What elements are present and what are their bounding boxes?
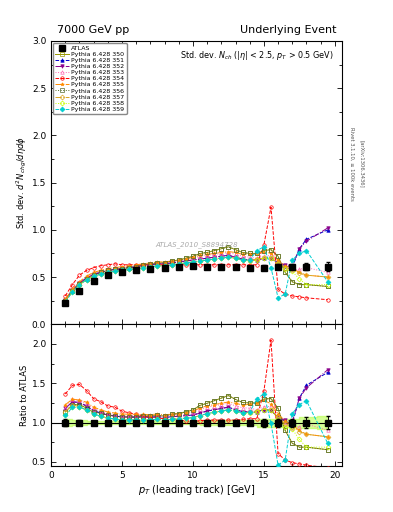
X-axis label: $p_T$ (leading track) [GeV]: $p_T$ (leading track) [GeV] (138, 482, 255, 497)
Legend: ATLAS, Pythia 6.428 350, Pythia 6.428 351, Pythia 6.428 352, Pythia 6.428 353, P: ATLAS, Pythia 6.428 350, Pythia 6.428 35… (53, 43, 127, 115)
Text: [arXiv:1306.3436]: [arXiv:1306.3436] (359, 140, 364, 188)
Text: 7000 GeV pp: 7000 GeV pp (57, 25, 129, 35)
Y-axis label: Ratio to ATLAS: Ratio to ATLAS (20, 365, 29, 425)
Text: Rivet 3.1.10, ≥ 100k events: Rivet 3.1.10, ≥ 100k events (349, 127, 354, 201)
Text: ATLAS_2010_S8894728: ATLAS_2010_S8894728 (155, 242, 238, 248)
Text: Underlying Event: Underlying Event (240, 25, 336, 35)
Y-axis label: Std. dev. $d^2N_{chg}/d\eta d\phi$: Std. dev. $d^2N_{chg}/d\eta d\phi$ (15, 136, 29, 229)
Text: Std. dev. $N_{ch}$ ($|\eta|$ < 2.5, $p_T$ > 0.5 GeV): Std. dev. $N_{ch}$ ($|\eta|$ < 2.5, $p_T… (180, 50, 333, 62)
